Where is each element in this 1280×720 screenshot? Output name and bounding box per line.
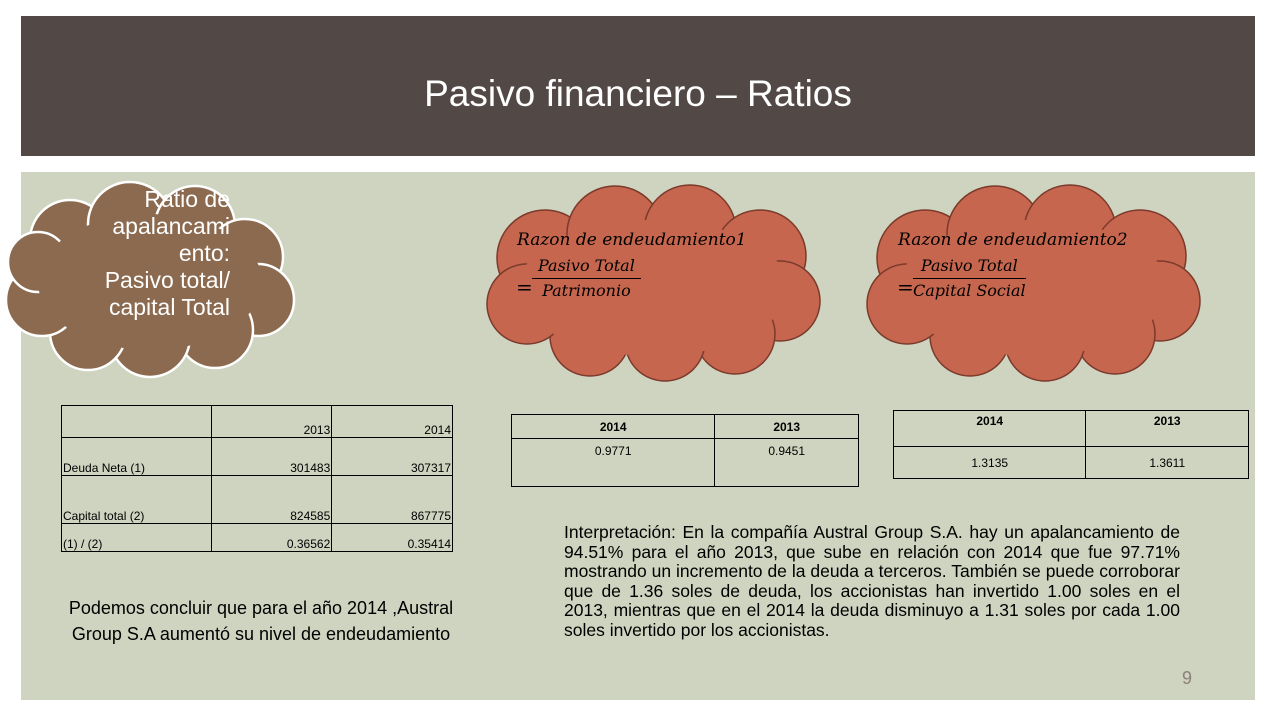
table-cell: (1) / (2) xyxy=(61,523,212,552)
apalancamiento-cloud-text: Ratio de apalancami ento: Pasivo total/ … xyxy=(30,186,230,321)
table-header-cell: 2014 xyxy=(892,410,1087,447)
formula2-numerator: Pasivo Total xyxy=(913,256,1026,279)
table-cell xyxy=(61,405,212,438)
table-cell: 867775 xyxy=(331,475,453,524)
table-cell: 1.3135 xyxy=(892,446,1087,479)
formula2-fraction: Pasivo Total Capital Social xyxy=(913,256,1026,300)
table-header-cell: 2013 xyxy=(714,414,859,439)
razon2-table: 2014 2013 1.3135 1.3611 xyxy=(892,410,1249,479)
interpretation-text: Interpretación: En la compañía Austral G… xyxy=(564,522,1180,640)
page-number: 9 xyxy=(1182,668,1193,688)
table-header-cell: 2013 xyxy=(1085,410,1249,447)
table-cell: 0.36562 xyxy=(210,523,333,552)
table-cell: 0.35414 xyxy=(331,523,453,552)
table-row: 0.9771 0.9451 xyxy=(510,438,859,487)
title-bar: Pasivo financiero – Ratios xyxy=(21,16,1255,156)
table-cell: Capital total (2) xyxy=(61,475,212,524)
formula1-denominator: Patrimonio xyxy=(542,281,631,300)
table-header-cell: 2014 xyxy=(510,414,716,439)
formula1-fraction: Pasivo Total Patrimonio xyxy=(532,256,641,300)
razon1-table: 2014 2013 0.9771 0.9451 xyxy=(510,414,859,487)
table-cell: 301483 xyxy=(210,437,333,476)
ratio-table: 2013 2014 Deuda Neta (1) 301483 307317 C… xyxy=(61,405,453,552)
formula2-lhs: Razon de endeudamiento2 xyxy=(898,230,1128,250)
formula1-cloud xyxy=(486,184,821,382)
table-cell: 307317 xyxy=(331,437,453,476)
table-cell: 0.9451 xyxy=(714,438,859,487)
table-cell: 2013 xyxy=(210,405,333,438)
cloud-line: Pasivo total/ xyxy=(104,267,230,293)
table-row: 2013 2014 xyxy=(61,405,453,438)
table-cell: 0.9771 xyxy=(510,438,716,487)
formula2-cloud xyxy=(866,184,1201,382)
formula1-lhs: Razon de endeudamiento1 xyxy=(517,230,747,250)
table-cell: 824585 xyxy=(210,475,333,524)
table-cell: 1.3611 xyxy=(1085,446,1249,479)
conclusion-text: Podemos concluir que para el año 2014 ,A… xyxy=(68,598,454,644)
table-row: Deuda Neta (1) 301483 307317 xyxy=(61,437,453,476)
table-cell: 2014 xyxy=(331,405,453,438)
table-cell: Deuda Neta (1) xyxy=(61,437,212,476)
cloud-line: apalancami xyxy=(112,213,230,239)
formula2-equals: = xyxy=(897,275,914,299)
table-row: 1.3135 1.3611 xyxy=(892,446,1249,479)
table-row: Capital total (2) 824585 867775 xyxy=(61,475,453,524)
cloud-line: Ratio de xyxy=(144,186,230,212)
cloud-line: ento: xyxy=(178,240,230,266)
cloud-line: capital Total xyxy=(108,294,230,320)
apalancamiento-cloud xyxy=(4,180,296,379)
slide-title: Pasivo financiero – Ratios xyxy=(424,73,852,114)
table-row: (1) / (2) 0.36562 0.35414 xyxy=(61,523,453,552)
formula1-numerator: Pasivo Total xyxy=(532,256,641,279)
table-row: 2014 2013 xyxy=(892,410,1249,447)
formula1-equals: = xyxy=(516,275,533,299)
formula2-denominator: Capital Social xyxy=(913,281,1026,300)
table-row: 2014 2013 xyxy=(510,414,859,439)
